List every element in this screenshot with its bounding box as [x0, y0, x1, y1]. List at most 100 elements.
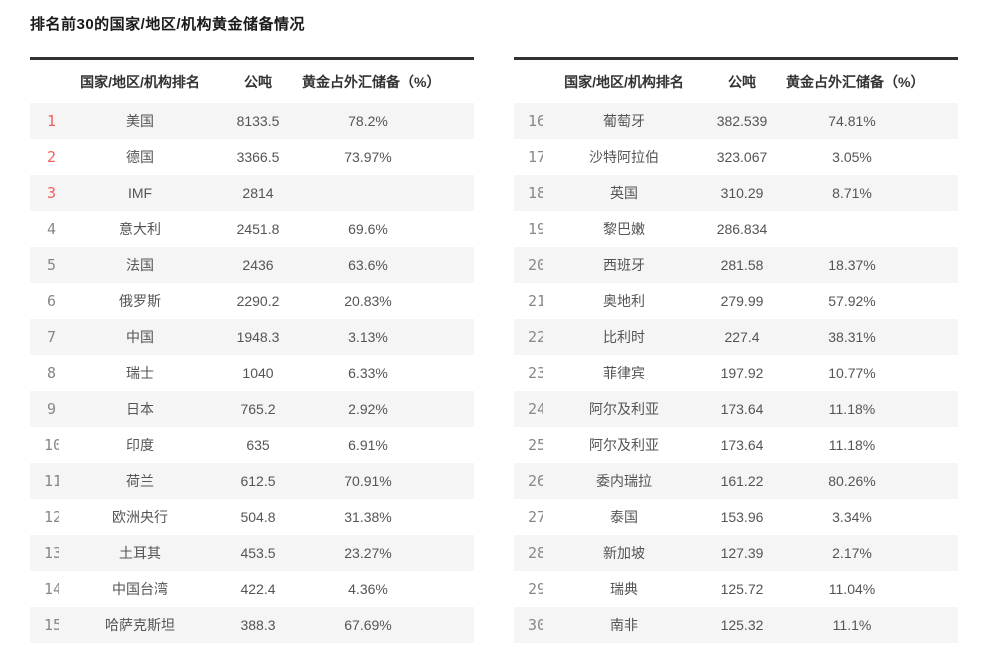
country-column-header: 国家/地区/机构排名 [550, 58, 698, 103]
rank-number: 14 [44, 580, 59, 599]
pct-cell: 38.31% [828, 329, 876, 345]
country-cell: 黎巴嫩 [603, 221, 645, 237]
rank-cell: 9 [30, 391, 66, 427]
rank-cell: 24 [514, 391, 550, 427]
country-cell: 委内瑞拉 [596, 473, 652, 489]
rank-number: 10 [44, 436, 59, 455]
tons-cell: 1948.3 [236, 329, 280, 345]
tons-cell: 635 [246, 437, 270, 453]
tons-cell: 612.5 [240, 473, 276, 489]
table-head: 国家/地区/机构排名 公吨 黄金占外汇储备（%） [514, 58, 958, 103]
rank-number: 11 [44, 472, 59, 491]
pct-cell: 3.13% [348, 329, 388, 345]
rank-number: 29 [528, 580, 543, 599]
pct-cell: 20.83% [344, 293, 392, 309]
country-cell: 中国 [126, 329, 154, 345]
rank-number: 28 [528, 544, 543, 563]
rank-number: 17 [528, 148, 543, 167]
rank-cell: 19 [514, 211, 550, 247]
rank-cell: 29 [514, 571, 550, 607]
pct-cell: 63.6% [348, 257, 388, 273]
pct-cell: 2.92% [348, 401, 388, 417]
pct-cell: 67.69% [344, 617, 392, 633]
rank-cell: 8 [30, 355, 66, 391]
rank-cell: 4 [30, 211, 66, 247]
country-cell: 印度 [126, 437, 154, 453]
pct-cell: 23.27% [344, 545, 392, 561]
country-cell: 中国台湾 [112, 581, 168, 597]
tons-cell: 286.834 [716, 221, 768, 237]
table-row: 21 奥地利 279.99 57.92% [514, 283, 958, 319]
rank-number: 26 [528, 472, 543, 491]
gold-reserves-table-ranks-1-15: 国家/地区/机构排名 公吨 黄金占外汇储备（%） 1 美国 8133.5 78.… [30, 57, 474, 643]
table-row: 10 印度 635 6.91% [30, 427, 474, 463]
rank-cell: 26 [514, 463, 550, 499]
tons-cell: 310.29 [720, 185, 764, 201]
table-row: 6 俄罗斯 2290.2 20.83% [30, 283, 474, 319]
table-row: 30 南非 125.32 11.1% [514, 607, 958, 643]
rank-number: 7 [46, 328, 57, 347]
tons-cell: 323.067 [716, 149, 768, 165]
rank-cell: 23 [514, 355, 550, 391]
rank-number: 2 [46, 148, 57, 167]
tons-cell: 281.58 [720, 257, 764, 273]
pct-cell: 4.36% [348, 581, 388, 597]
tons-column-header: 公吨 [698, 58, 786, 103]
rank-cell: 28 [514, 535, 550, 571]
pct-cell: 78.2% [348, 113, 388, 129]
rank-number: 27 [528, 508, 543, 527]
pct-cell [302, 175, 474, 211]
rank-cell: 27 [514, 499, 550, 535]
tons-cell: 2451.8 [236, 221, 280, 237]
country-cell: 俄罗斯 [119, 293, 161, 309]
country-cell: 菲律宾 [603, 365, 645, 381]
table-row: 27 泰国 153.96 3.34% [514, 499, 958, 535]
country-cell: 瑞典 [610, 581, 638, 597]
rank-cell: 17 [514, 139, 550, 175]
rank-number: 8 [46, 364, 57, 383]
table-row: 20 西班牙 281.58 18.37% [514, 247, 958, 283]
table-body: 16 葡萄牙 382.539 74.81% 17 沙特阿拉伯 323.067 3… [514, 103, 958, 643]
pct-column-header: 黄金占外汇储备（%） [302, 58, 474, 103]
rank-number: 13 [44, 544, 59, 563]
country-cell: 日本 [126, 401, 154, 417]
table-row: 22 比利时 227.4 38.31% [514, 319, 958, 355]
pct-cell: 3.34% [832, 509, 872, 525]
table-row: 16 葡萄牙 382.539 74.81% [514, 103, 958, 139]
rank-cell: 30 [514, 607, 550, 643]
table-row: 5 法国 2436 63.6% [30, 247, 474, 283]
table-row: 1 美国 8133.5 78.2% [30, 103, 474, 139]
table-row: 29 瑞典 125.72 11.04% [514, 571, 958, 607]
pct-cell: 11.18% [828, 401, 876, 417]
rank-cell: 13 [30, 535, 66, 571]
rank-cell: 2 [30, 139, 66, 175]
pct-cell: 6.33% [348, 365, 388, 381]
country-cell: 奥地利 [603, 293, 645, 309]
rank-cell: 15 [30, 607, 66, 643]
pct-column-header: 黄金占外汇储备（%） [786, 58, 958, 103]
pct-cell: 57.92% [828, 293, 876, 309]
tons-cell: 173.64 [720, 437, 764, 453]
rank-number: 21 [528, 292, 543, 311]
rank-cell: 5 [30, 247, 66, 283]
table-row: 8 瑞士 1040 6.33% [30, 355, 474, 391]
country-cell: 欧洲央行 [112, 509, 168, 525]
tons-cell: 153.96 [720, 509, 764, 525]
rank-cell: 3 [30, 175, 66, 211]
tons-cell: 2436 [242, 257, 274, 273]
rank-number: 12 [44, 508, 59, 527]
rank-cell: 22 [514, 319, 550, 355]
rank-cell: 7 [30, 319, 66, 355]
table-row: 24 阿尔及利亚 173.64 11.18% [514, 391, 958, 427]
pct-cell: 73.97% [344, 149, 392, 165]
rank-column-header [30, 58, 66, 103]
tons-cell: 3366.5 [236, 149, 280, 165]
rank-number: 20 [528, 256, 543, 275]
tons-cell: 279.99 [720, 293, 764, 309]
rank-number: 22 [528, 328, 543, 347]
country-cell: 英国 [610, 185, 638, 201]
country-cell: 西班牙 [603, 257, 645, 273]
country-cell: 美国 [126, 113, 154, 129]
rank-cell: 16 [514, 103, 550, 139]
table-row: 23 菲律宾 197.92 10.77% [514, 355, 958, 391]
